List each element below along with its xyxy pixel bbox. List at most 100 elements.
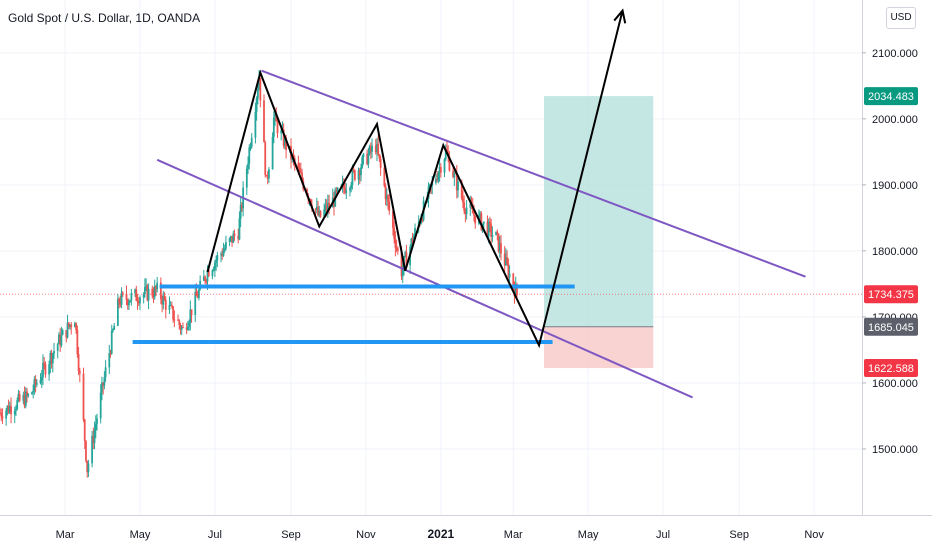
candle-body	[194, 291, 197, 316]
candle-body	[66, 322, 69, 338]
candle-body	[172, 306, 175, 320]
candle-body	[31, 392, 33, 395]
candle-body	[173, 319, 176, 321]
candle-body	[196, 296, 199, 298]
candle-body	[512, 273, 515, 287]
candle-body	[159, 282, 162, 299]
candle-body	[297, 163, 300, 169]
candle-body	[102, 382, 105, 386]
candle-body	[92, 435, 95, 443]
candle-body	[460, 181, 463, 199]
candle-body	[188, 322, 190, 327]
candle-body	[276, 121, 279, 134]
candle-body	[51, 353, 54, 364]
candle-body	[455, 173, 458, 191]
price-tag-label: 1734.375	[868, 289, 914, 301]
candle-body	[16, 400, 19, 410]
candle-body	[400, 250, 403, 277]
candle-body	[344, 187, 346, 193]
candle-body	[437, 172, 440, 181]
candle-body	[271, 136, 274, 170]
candle-body	[108, 353, 111, 368]
candle-body	[231, 236, 233, 243]
candle-body	[394, 238, 397, 248]
candle-body	[463, 202, 466, 211]
candle-body	[361, 156, 364, 168]
candle-body	[452, 170, 455, 178]
candle-body	[65, 330, 68, 338]
candle-body	[362, 153, 365, 157]
candle-body	[514, 284, 517, 297]
candle-body	[56, 343, 59, 351]
candle-body	[43, 362, 46, 365]
candle-body	[465, 207, 468, 215]
candle-body	[379, 158, 382, 168]
candle-body	[35, 383, 38, 385]
candle-body	[513, 286, 516, 297]
candle-body	[469, 203, 472, 208]
y-tick-label: 1600.000	[872, 378, 918, 390]
candle-body	[91, 435, 93, 464]
candle-body	[225, 242, 227, 249]
candle-body	[119, 302, 122, 305]
currency-button[interactable]: USD	[886, 7, 916, 29]
price-tag-label: 2034.483	[868, 91, 914, 103]
candle-body	[228, 238, 231, 243]
candle-body	[471, 207, 474, 214]
price-tag-entry	[864, 317, 918, 336]
candle-body	[498, 243, 501, 252]
candle-body	[325, 205, 328, 212]
candle-body	[215, 260, 218, 263]
candle-body	[182, 327, 184, 329]
candle-body	[444, 149, 447, 160]
candle-body	[74, 323, 76, 328]
candle-body	[436, 179, 439, 181]
y-tick-label: 1900.000	[872, 180, 918, 192]
x-tick-label: Jul	[208, 529, 222, 541]
candle-body	[6, 405, 9, 411]
candle-body	[487, 221, 490, 237]
candle-body	[53, 350, 55, 354]
candle-body	[77, 354, 80, 371]
candle-body	[357, 170, 360, 180]
candle-body	[326, 202, 329, 212]
candle-body	[318, 210, 321, 216]
candle-body	[497, 233, 500, 252]
candle-body	[500, 243, 502, 254]
candle-body	[83, 419, 86, 441]
candle-body	[317, 206, 319, 216]
candle-body	[44, 364, 47, 375]
candle-body	[121, 292, 124, 294]
candle-body	[96, 418, 98, 425]
candle-body	[168, 305, 171, 310]
candle-body	[345, 190, 348, 193]
candle-body	[508, 273, 511, 278]
candle-body	[395, 247, 398, 249]
candle-body	[15, 409, 17, 411]
x-tick-label: Sep	[281, 529, 301, 541]
arrow-head	[613, 8, 627, 24]
candle-body	[22, 394, 25, 401]
candle-body	[146, 285, 149, 301]
candle-body	[275, 113, 278, 122]
candle-body	[169, 305, 172, 307]
candle-body	[134, 289, 136, 294]
candle-body	[164, 299, 167, 310]
candle-body	[351, 169, 354, 185]
candle-body	[139, 297, 141, 304]
candle-body	[212, 269, 215, 271]
candle-body	[143, 287, 146, 295]
candle-body	[24, 391, 27, 407]
candle-body	[368, 146, 371, 154]
candle-body	[185, 327, 188, 330]
candle-body	[358, 170, 361, 176]
candle-body	[486, 221, 489, 237]
candle-body	[443, 159, 446, 173]
candle-body	[153, 286, 156, 298]
candle-body	[135, 289, 138, 301]
candle-body	[126, 299, 129, 306]
candle-body	[76, 329, 79, 355]
candle-body	[178, 320, 181, 326]
candle-body	[274, 113, 276, 118]
